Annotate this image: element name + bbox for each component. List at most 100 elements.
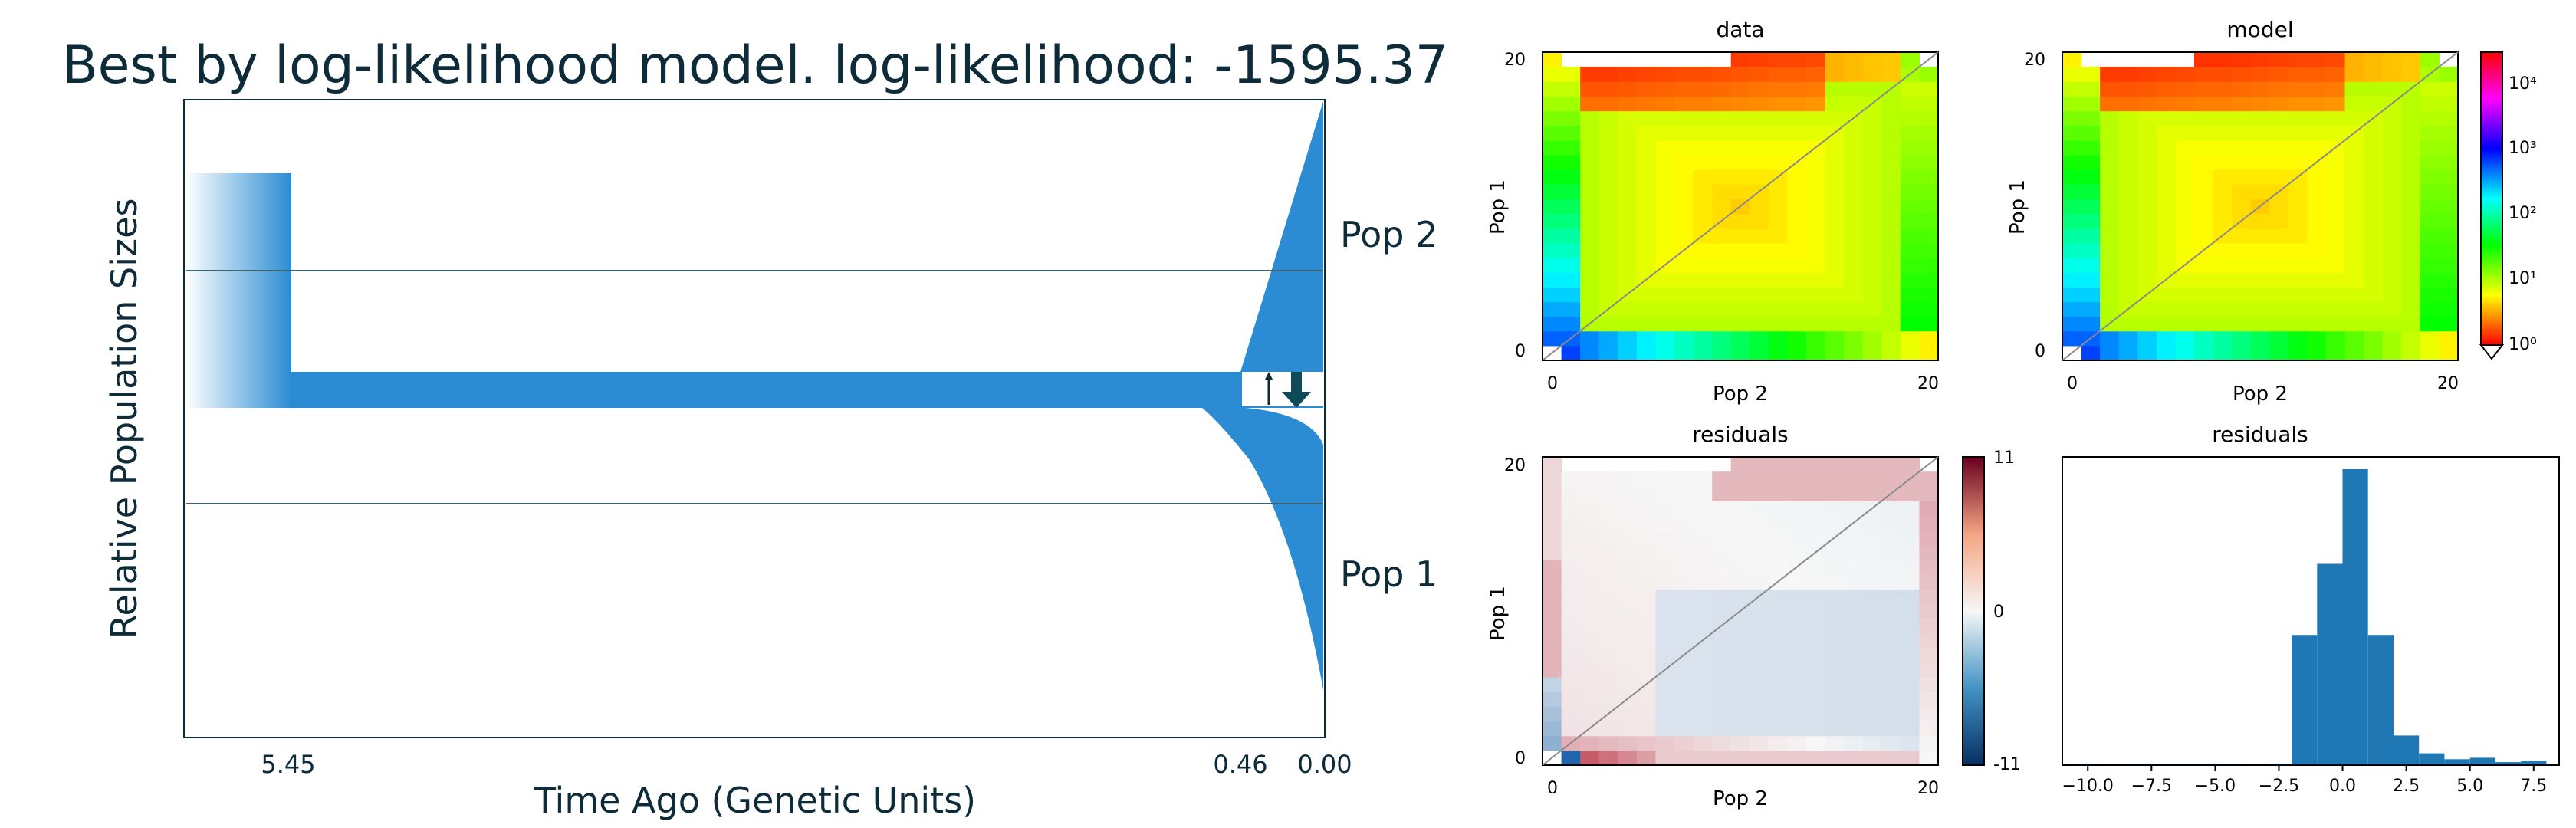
heatmap-cell	[2401, 96, 2421, 112]
heatmap-cell	[1862, 228, 1882, 244]
heatmap-cell	[1674, 486, 1694, 502]
heatmap-cell	[2118, 287, 2138, 303]
heatmap-cell	[1750, 67, 1769, 82]
heatmap-cell	[2081, 213, 2101, 229]
heatmap-cell	[1580, 67, 1600, 82]
heatmap-cell	[2344, 184, 2364, 200]
heatmap-cell	[2364, 242, 2384, 258]
heatmap-cell	[1543, 472, 1562, 487]
heatmap-cell	[2232, 125, 2252, 141]
heatmap-cell	[1693, 486, 1713, 502]
heatmap-cell	[1598, 213, 1618, 229]
heatmap-cell	[1693, 272, 1713, 288]
heatmap-cell	[2194, 330, 2214, 347]
heatmap-cell	[1712, 750, 1732, 766]
heatmap-cell	[1750, 140, 1769, 156]
tick-label-5-45: 5.45	[261, 750, 315, 779]
heatmap-cell	[2382, 81, 2402, 97]
heatmap-cell	[1674, 345, 1694, 361]
heatmap-cell	[1862, 345, 1882, 361]
resid-xtick-20: 20	[1917, 779, 1939, 798]
migration-arrow-large-head	[1282, 392, 1311, 408]
heatmap-cell	[2420, 228, 2440, 244]
heatmap-cell	[2156, 169, 2177, 185]
resid-cbar-tick-neg11: -11	[1993, 755, 2021, 774]
heatmap-cell	[2401, 316, 2421, 332]
heatmap-cell	[1787, 574, 1807, 590]
heatmap-cell	[1580, 603, 1600, 619]
heatmap-cell	[1862, 213, 1882, 229]
heatmap-cell	[2269, 155, 2289, 170]
heatmap-cell	[1618, 199, 1638, 215]
heatmap-cell	[2326, 125, 2346, 141]
heatmap-cell	[1881, 530, 1901, 546]
heatmap-cell	[2307, 96, 2327, 112]
heatmap-cell	[1787, 140, 1807, 156]
heatmap-cell	[1580, 301, 1600, 317]
heatmap-cell	[2250, 258, 2270, 273]
heatmap-cell	[2118, 125, 2138, 141]
heatmap-cell	[2194, 345, 2214, 361]
heatmap-cell	[2194, 199, 2214, 215]
heatmap-cell	[1580, 515, 1600, 531]
heatmap-cell	[1881, 169, 1901, 185]
heatmap-cell	[1580, 472, 1600, 487]
heatmap-cell	[2137, 155, 2157, 170]
heatmap-cell	[1618, 618, 1638, 634]
heatmap-cell	[1919, 345, 1939, 361]
heatmap-cell	[1598, 184, 1618, 200]
heatmap-cell	[1844, 330, 1864, 347]
heatmap-cell	[2175, 110, 2195, 127]
heatmap-cell	[2288, 242, 2308, 258]
heatmap-cell	[1806, 618, 1826, 634]
heatmap-cell	[1674, 272, 1694, 288]
heatmap-cell	[2175, 242, 2195, 258]
heatmap-cell	[1674, 125, 1694, 141]
heatmap-cell	[2175, 287, 2195, 303]
heatmap-cell	[1806, 213, 1826, 229]
heatmap-cell	[1712, 96, 1732, 112]
heatmap-cell	[1636, 501, 1657, 517]
heatmap-cell	[2232, 96, 2252, 112]
heatmap-cell	[1844, 242, 1864, 258]
heatmap-cell	[2156, 96, 2177, 112]
heatmap-cell	[1750, 301, 1769, 317]
heatmap-cell	[1806, 603, 1826, 619]
heatmap-cell	[2213, 81, 2233, 97]
heatmap-cell	[2364, 228, 2384, 244]
heatmap-cell	[2326, 199, 2346, 215]
heatmap-cell	[1598, 228, 1618, 244]
heatmap-cell	[1674, 677, 1694, 692]
heatmap-cell	[2194, 316, 2214, 332]
heatmap-cell	[2344, 67, 2364, 82]
heatmap-cell	[1806, 574, 1826, 590]
heatmap-cell	[1900, 750, 1921, 766]
heatmap-cell	[1768, 287, 1789, 303]
heatmap-cell	[2194, 96, 2214, 112]
heatmap-cell	[1580, 81, 1600, 97]
heatmap-cell	[1618, 647, 1638, 663]
heatmap-cell	[1881, 692, 1901, 708]
heatmap-cell	[2062, 184, 2082, 200]
heatmap-cell	[2344, 272, 2364, 288]
heatmap-cell	[2269, 169, 2289, 185]
heatmap-cell	[2326, 258, 2346, 273]
heatmap-cell	[1580, 213, 1600, 229]
heatmap-cell	[1674, 589, 1694, 605]
heatmap-cell	[2081, 155, 2101, 170]
heatmap-cell	[2288, 67, 2308, 82]
heatmap-cell	[1618, 345, 1638, 361]
heatmap-cell	[1881, 457, 1901, 472]
heatmap-cell	[1561, 125, 1581, 141]
heatmap-cell	[1580, 184, 1600, 200]
heatmap-cell	[2137, 272, 2157, 288]
heatmap-cell	[2364, 213, 2384, 229]
heatmap-cell	[1919, 706, 1939, 722]
heatmap-cell	[2118, 96, 2138, 112]
heatmap-cell	[1730, 316, 1750, 332]
heatmap-cell	[1598, 750, 1618, 766]
heatmap-cell	[2081, 81, 2101, 97]
heatmap-cell	[1750, 515, 1769, 531]
heatmap-cell	[1598, 155, 1618, 170]
heatmap-cell	[1598, 316, 1618, 332]
